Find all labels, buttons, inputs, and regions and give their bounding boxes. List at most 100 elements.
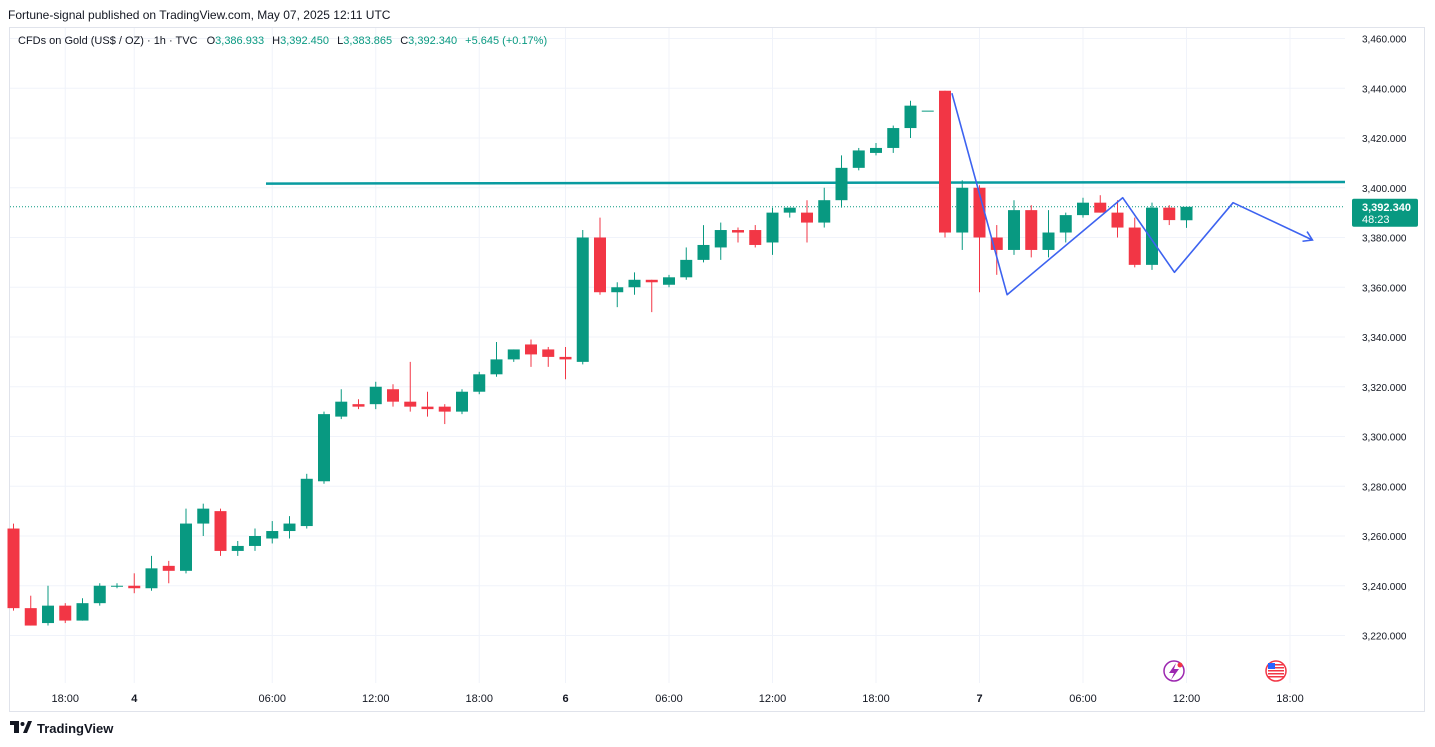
candle-body xyxy=(835,167,848,201)
candle-body xyxy=(76,603,89,621)
price-tag-box xyxy=(1352,198,1418,227)
price-tick-label: 3,240.000 xyxy=(1362,582,1407,593)
candle xyxy=(1180,206,1193,228)
candle-body xyxy=(576,237,589,362)
candle-body xyxy=(921,110,934,112)
candle xyxy=(1059,212,1072,243)
candle-body xyxy=(421,406,434,410)
candle xyxy=(1094,195,1107,213)
candle xyxy=(783,207,796,218)
change-value: +5.645 (+0.17%) xyxy=(465,35,548,47)
candle-body xyxy=(680,259,693,278)
candle-body xyxy=(628,279,641,288)
price-tag-countdown: 48:23 xyxy=(1362,214,1390,226)
flag-icon-stripe xyxy=(1268,676,1284,678)
candle-body xyxy=(473,374,486,392)
candle xyxy=(921,110,934,112)
candle xyxy=(438,404,451,425)
candle-body xyxy=(1059,215,1072,233)
close-value: 3,392.340 xyxy=(408,35,458,47)
brand-name: TradingView xyxy=(37,720,114,736)
candle xyxy=(162,560,175,584)
publisher-line: Fortune-signal published on TradingView.… xyxy=(8,8,391,22)
candle-body xyxy=(300,478,313,527)
candle-body xyxy=(7,528,20,609)
time-tick-label: 12:00 xyxy=(362,693,390,705)
candle-body xyxy=(507,349,520,360)
candle xyxy=(249,528,261,551)
candle-body xyxy=(145,568,158,589)
time-tick-label: 7 xyxy=(976,693,982,705)
candle-body xyxy=(352,404,365,407)
candle xyxy=(300,473,313,529)
time-tick-label: 12:00 xyxy=(759,693,787,705)
price-tick-label: 3,440.000 xyxy=(1362,84,1407,95)
candle-body xyxy=(93,585,106,604)
flag-icon-canton xyxy=(1268,663,1275,669)
high-value: 3,392.450 xyxy=(280,35,330,47)
lightning-icon-bolt xyxy=(1169,663,1179,680)
price-tick-label: 3,340.000 xyxy=(1362,333,1407,344)
time-tick-label: 06:00 xyxy=(655,693,683,705)
close-key: C xyxy=(400,35,409,47)
candle-body xyxy=(1077,202,1089,216)
candle xyxy=(352,399,365,410)
symbol-label[interactable]: CFDs on Gold (US$ / OZ) · 1h · TVC xyxy=(18,35,198,47)
candle-body xyxy=(1111,212,1124,228)
candle-body xyxy=(542,349,555,357)
candle xyxy=(956,180,969,250)
open-key: O xyxy=(206,35,216,47)
lightning-icon-dot xyxy=(1177,662,1183,668)
candle xyxy=(1008,200,1020,255)
candle-body xyxy=(318,414,330,482)
candle xyxy=(180,508,192,574)
low-value: 3,383.865 xyxy=(343,35,393,47)
candle-body xyxy=(887,128,900,148)
price-tick-label: 3,360.000 xyxy=(1362,283,1407,294)
candle-body xyxy=(663,277,675,285)
projection-arrowhead xyxy=(1302,231,1314,243)
candle xyxy=(663,274,675,288)
candle-body xyxy=(1042,232,1055,250)
candle xyxy=(973,185,986,293)
candle-body xyxy=(801,212,813,223)
tradingview-brand[interactable]: TradingView xyxy=(10,720,113,736)
candle-body xyxy=(1094,202,1107,213)
candle-body xyxy=(162,565,175,571)
candle xyxy=(76,598,89,621)
candle xyxy=(24,595,37,626)
candle-body xyxy=(594,237,606,293)
resistance-level-line xyxy=(265,180,1346,185)
candle xyxy=(456,389,468,415)
candle-body xyxy=(870,147,882,153)
candle-body xyxy=(249,536,261,546)
candle xyxy=(369,381,382,410)
time-tick-label: 18:00 xyxy=(465,693,493,705)
high-key: H xyxy=(272,35,281,47)
candle-body xyxy=(818,200,831,223)
us-flag-event-icon[interactable] xyxy=(1265,660,1287,682)
candle-body xyxy=(490,359,503,375)
candle xyxy=(766,207,779,255)
candle-body xyxy=(266,531,279,539)
price-tick-label: 3,380.000 xyxy=(1362,234,1407,245)
candle xyxy=(145,555,158,591)
candle xyxy=(525,339,537,367)
flag-icon-stripe xyxy=(1268,670,1284,672)
candle xyxy=(266,521,279,544)
candle xyxy=(870,142,882,156)
candle-body xyxy=(456,391,468,412)
candle xyxy=(697,225,710,263)
candle-body xyxy=(180,523,192,571)
candle xyxy=(231,540,244,556)
resistance-line xyxy=(10,180,1346,208)
candle-body xyxy=(42,605,54,624)
price-tag-price: 3,392.340 xyxy=(1362,202,1411,214)
candle xyxy=(1042,210,1055,258)
lightning-event-icon[interactable] xyxy=(1163,660,1185,682)
candle xyxy=(421,391,434,417)
price-tick-label: 3,260.000 xyxy=(1362,532,1407,543)
candle xyxy=(197,503,210,536)
